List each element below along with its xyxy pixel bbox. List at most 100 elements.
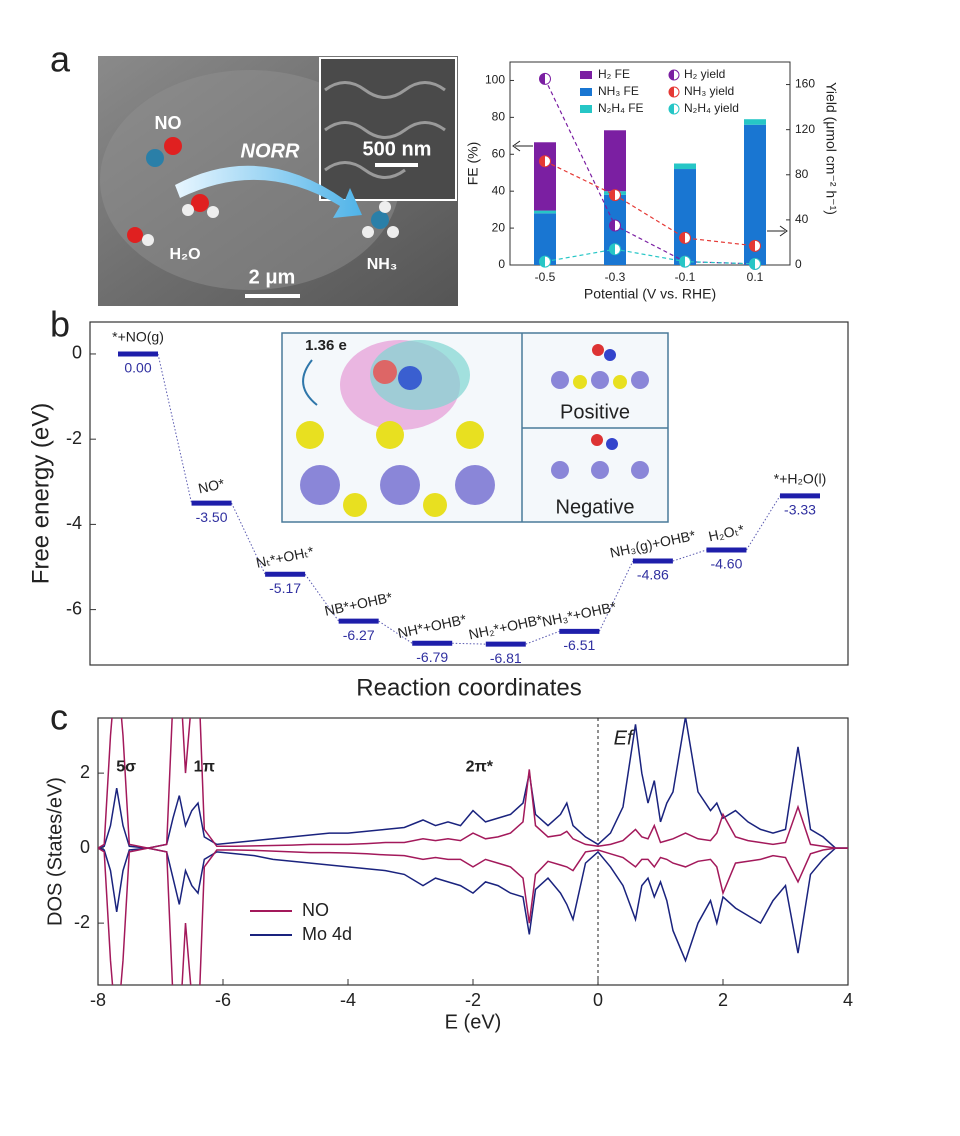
plot-frame [509, 61, 791, 266]
dos-line [98, 718, 848, 849]
image-label: H₂O [169, 246, 200, 263]
yield-marker [609, 189, 621, 202]
legend-label: N₂H₄ FE [598, 101, 644, 115]
step-label: NH*+OHB* [396, 611, 468, 641]
value-label: -4.60 [710, 556, 742, 572]
bar-segment [534, 213, 556, 265]
value-label: -6.51 [563, 637, 595, 653]
step-label: H₂Oₜ* [707, 521, 746, 544]
y-tick-label: 0 [80, 837, 90, 857]
value-label: -3.33 [784, 502, 816, 518]
inset-label: 1.36 e [305, 337, 347, 354]
legend-label: NH₃ FE [598, 84, 639, 98]
y-tick-label: 0 [72, 343, 82, 363]
value-label: -6.27 [343, 627, 375, 643]
value-label: 0.00 [124, 360, 151, 376]
image-label: 2 μm [249, 266, 296, 288]
y-tick-label: 80 [492, 110, 506, 124]
y-tick-label: -2 [74, 912, 90, 932]
yield-marker [749, 257, 761, 270]
y2-tick-label: 40 [795, 212, 809, 226]
yield-marker [609, 243, 621, 256]
legend-label: H₂ yield [684, 67, 725, 81]
bar-segment [534, 142, 556, 211]
y2-tick-label: 160 [795, 77, 815, 91]
legend-label: NH₃ yield [684, 84, 734, 98]
y-tick-label: -4 [66, 513, 82, 533]
x-tick-label: -0.3 [605, 270, 626, 284]
legend-swatch [580, 105, 592, 113]
step-label: NH₂*+OHB* [467, 611, 544, 642]
yield-marker [679, 255, 691, 268]
x-tick-label: -0.1 [675, 270, 696, 284]
y-tick-label: 0 [498, 257, 505, 271]
y-tick-label: -6 [66, 598, 82, 618]
legend-swatch [580, 71, 592, 79]
x-tick-label: -2 [465, 990, 481, 1010]
legend-label: N₂H₄ yield [684, 101, 739, 115]
y-tick-label: 40 [492, 183, 506, 197]
image-label: NO [155, 113, 182, 133]
x-axis-title: Reaction coordinates [356, 674, 581, 701]
image-label: NORR [241, 140, 300, 162]
x-tick-label: -8 [90, 990, 106, 1010]
x-tick-label: 4 [843, 990, 853, 1010]
legend-marker [668, 103, 680, 115]
connector [157, 353, 193, 504]
legend-label: Mo 4d [302, 924, 352, 944]
legend-marker [668, 86, 680, 98]
x-tick-label: -4 [340, 990, 356, 1010]
image-label: NH₃ [367, 256, 398, 273]
annotation: Ef [614, 728, 635, 750]
connector [304, 573, 340, 622]
connector [746, 495, 781, 551]
connector [452, 642, 486, 645]
y2-tick-label: 120 [795, 122, 815, 136]
x-tick-label: 0.1 [747, 270, 764, 284]
annotation: 1π [194, 759, 215, 776]
yield-marker [679, 231, 691, 244]
yield-line [544, 248, 756, 265]
y-tick-label: -2 [66, 428, 82, 448]
legend-label: H₂ FE [598, 67, 630, 81]
y2-axis-title: Yield (μmol cm⁻² h⁻¹) [823, 82, 839, 215]
axis-arrow [767, 225, 788, 237]
connector [525, 630, 560, 645]
yield-marker [539, 72, 551, 85]
legend-marker [668, 69, 680, 81]
y-axis-title: FE (%) [465, 142, 481, 186]
x-tick-label: 0 [593, 990, 603, 1010]
dos-line [98, 847, 848, 985]
yield-marker [749, 239, 761, 252]
yield-marker [539, 255, 551, 268]
plot-frame [89, 321, 849, 666]
inset-label: Positive [560, 401, 630, 423]
step-label: NH₃*+OHB* [541, 598, 619, 629]
connector [598, 560, 634, 632]
panel-label: a [50, 39, 71, 80]
bar-segment [744, 124, 766, 265]
step-label: Nₜ*+OHₜ* [255, 543, 316, 571]
value-label: -6.81 [490, 650, 522, 666]
x-tick-label: 2 [718, 990, 728, 1010]
bar-segment [674, 163, 696, 170]
step-label: NB*+OHB* [323, 589, 394, 619]
bar-segment [674, 169, 696, 265]
y-axis-title: Free energy (eV) [27, 403, 54, 584]
sem-image [98, 56, 458, 306]
dos-lines [98, 718, 848, 985]
image-label: 500 nm [363, 138, 432, 160]
panel-label: c [50, 697, 68, 738]
legend-label: NO [302, 900, 329, 920]
step-label: NH₃(g)+OHB* [608, 527, 697, 561]
connector [231, 502, 266, 575]
y-tick-label: 60 [492, 146, 506, 160]
y-tick-label: 100 [485, 73, 505, 87]
bar-segment [744, 119, 766, 125]
y2-tick-label: 0 [795, 257, 802, 271]
inset-label: Negative [556, 496, 635, 518]
panel-label: b [50, 304, 70, 345]
legend-swatch [580, 88, 592, 96]
x-tick-label: -6 [215, 990, 231, 1010]
dos-line [98, 847, 848, 963]
